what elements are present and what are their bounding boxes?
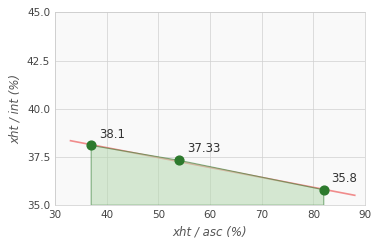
Y-axis label: xht / int (%): xht / int (%) bbox=[8, 74, 21, 144]
Text: 37.33: 37.33 bbox=[187, 143, 220, 155]
Text: 38.1: 38.1 bbox=[99, 128, 125, 141]
Point bbox=[321, 188, 327, 192]
Point bbox=[176, 158, 182, 162]
X-axis label: xht / asc (%): xht / asc (%) bbox=[173, 226, 247, 239]
Polygon shape bbox=[91, 145, 324, 205]
Point bbox=[88, 144, 94, 147]
Text: 35.8: 35.8 bbox=[331, 172, 357, 185]
